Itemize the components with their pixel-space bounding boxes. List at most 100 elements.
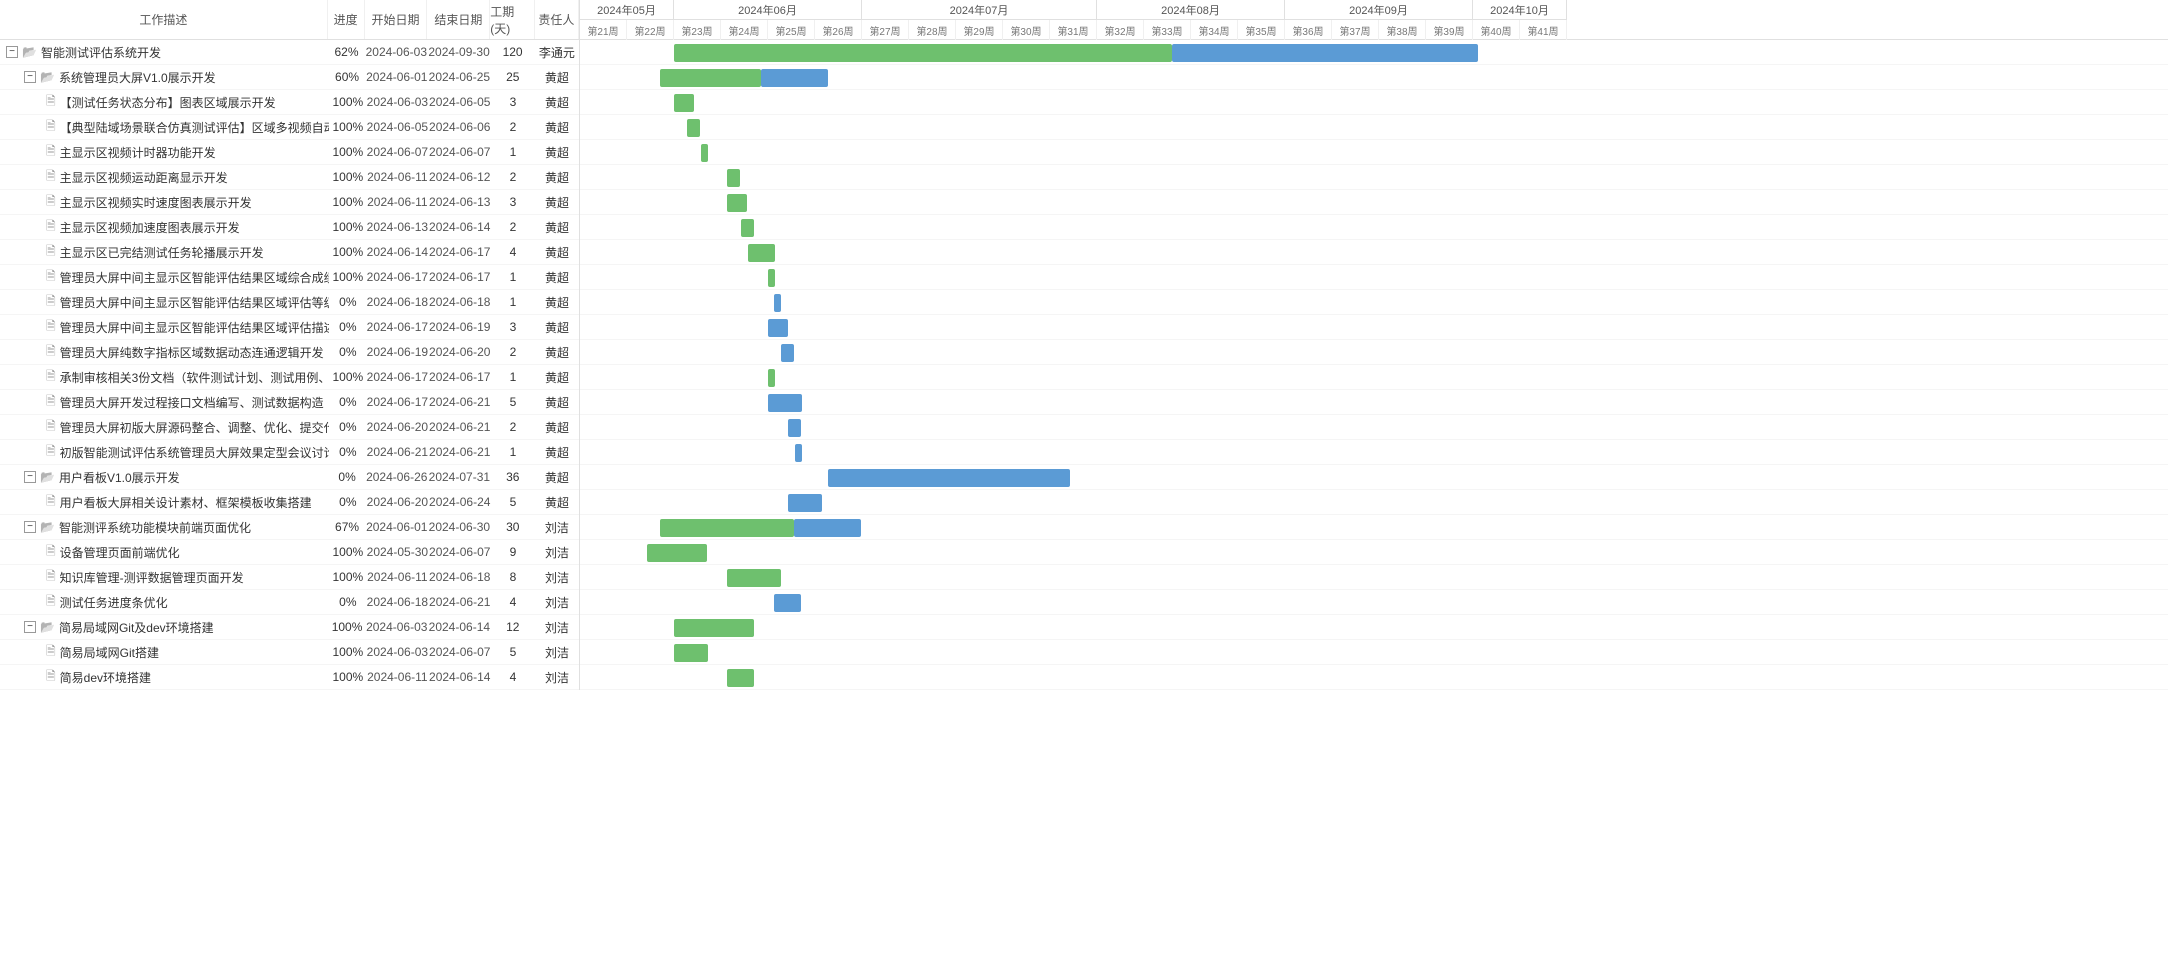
gantt-bar[interactable] <box>768 319 788 337</box>
duration: 9 <box>491 545 535 559</box>
gantt-row <box>580 640 2168 665</box>
task-row[interactable]: 简易局域网Git搭建100%2024-06-032024-06-075刘洁 <box>0 640 579 665</box>
progress: 100% <box>329 645 366 659</box>
task-row[interactable]: 知识库管理-测评数据管理页面开发100%2024-06-112024-06-18… <box>0 565 579 590</box>
gantt-row <box>580 190 2168 215</box>
task-row[interactable]: −系统管理员大屏V1.0展示开发60%2024-06-012024-06-252… <box>0 65 579 90</box>
file-icon <box>46 392 60 413</box>
task-name: 管理员大屏中间主显示区智能评估结果区域综合成绩数据动态连通逻辑开 <box>60 269 330 286</box>
gantt-bar[interactable] <box>741 219 754 237</box>
collapse-toggle[interactable]: − <box>24 621 36 633</box>
gantt-bar[interactable] <box>761 69 828 87</box>
end-date: 2024-06-21 <box>429 395 491 409</box>
gantt-bar[interactable] <box>674 644 708 662</box>
file-icon <box>46 217 60 238</box>
gantt-bar[interactable] <box>774 594 801 612</box>
progress: 100% <box>329 620 366 634</box>
task-name: 管理员大屏开发过程接口文档编写、测试数据构造 <box>60 394 324 411</box>
task-name: 主显示区已完结测试任务轮播展示开发 <box>60 244 264 261</box>
task-row[interactable]: 主显示区已完结测试任务轮播展示开发100%2024-06-142024-06-1… <box>0 240 579 265</box>
start-date: 2024-06-17 <box>366 370 428 384</box>
gantt-bar[interactable] <box>748 244 775 262</box>
gantt-bar[interactable] <box>768 394 802 412</box>
owner: 刘洁 <box>535 669 579 686</box>
gantt-row <box>580 215 2168 240</box>
owner: 黄超 <box>535 294 579 311</box>
task-name: 【典型陆域场景联合仿真测试评估】区域多视频自动切换、循环播放展示 <box>60 119 330 136</box>
gantt-bar[interactable] <box>795 444 802 462</box>
gantt-bar[interactable] <box>727 669 754 687</box>
gantt-bar[interactable] <box>647 544 707 562</box>
start-date: 2024-06-19 <box>366 345 428 359</box>
task-row[interactable]: 管理员大屏中间主显示区智能评估结果区域综合成绩数据动态连通逻辑开100%2024… <box>0 265 579 290</box>
progress: 100% <box>329 570 366 584</box>
gantt-bar[interactable] <box>768 269 775 287</box>
gantt-bar[interactable] <box>774 294 781 312</box>
task-row[interactable]: 主显示区视频计时器功能开发100%2024-06-072024-06-071黄超 <box>0 140 579 165</box>
gantt-bar[interactable] <box>674 44 1172 62</box>
gantt-bar[interactable] <box>674 619 754 637</box>
gantt-bar[interactable] <box>794 519 861 537</box>
gantt-bar[interactable] <box>727 569 781 587</box>
collapse-toggle[interactable]: − <box>24 521 36 533</box>
owner: 黄超 <box>535 469 579 486</box>
duration: 2 <box>491 420 535 434</box>
gantt-bar[interactable] <box>727 169 740 187</box>
task-row[interactable]: 【测试任务状态分布】图表区域展示开发100%2024-06-032024-06-… <box>0 90 579 115</box>
end-date: 2024-06-07 <box>429 145 491 159</box>
task-row[interactable]: 主显示区视频加速度图表展示开发100%2024-06-132024-06-142… <box>0 215 579 240</box>
gantt-bar[interactable] <box>781 344 794 362</box>
task-row[interactable]: 管理员大屏开发过程接口文档编写、测试数据构造0%2024-06-172024-0… <box>0 390 579 415</box>
end-date: 2024-06-24 <box>429 495 491 509</box>
collapse-toggle[interactable]: − <box>6 46 18 58</box>
gantt-bar[interactable] <box>828 469 1070 487</box>
task-row[interactable]: 用户看板大屏相关设计素材、框架模板收集搭建0%2024-06-202024-06… <box>0 490 579 515</box>
folder-icon <box>40 70 59 84</box>
owner: 黄超 <box>535 194 579 211</box>
gantt-bar[interactable] <box>1172 44 1478 62</box>
task-row[interactable]: −简易局域网Git及dev环境搭建100%2024-06-032024-06-1… <box>0 615 579 640</box>
start-date: 2024-06-18 <box>366 295 428 309</box>
gantt-bar[interactable] <box>788 419 801 437</box>
gantt-bar[interactable] <box>674 94 694 112</box>
task-row[interactable]: 【典型陆域场景联合仿真测试评估】区域多视频自动切换、循环播放展示100%2024… <box>0 115 579 140</box>
collapse-toggle[interactable]: − <box>24 71 36 83</box>
progress: 60% <box>329 70 366 84</box>
end-date: 2024-06-18 <box>429 295 491 309</box>
gantt-bar[interactable] <box>768 369 775 387</box>
gantt-bar[interactable] <box>788 494 822 512</box>
collapse-toggle[interactable]: − <box>24 471 36 483</box>
gantt-bar[interactable] <box>727 194 747 212</box>
gantt-row <box>580 290 2168 315</box>
gantt-bar[interactable] <box>701 144 708 162</box>
task-row[interactable]: −智能测评系统功能模块前端页面优化67%2024-06-012024-06-30… <box>0 515 579 540</box>
task-row[interactable]: 设备管理页面前端优化100%2024-05-302024-06-079刘洁 <box>0 540 579 565</box>
task-row[interactable]: 管理员大屏中间主显示区智能评估结果区域评估描述展示、及数据动态0%2024-06… <box>0 315 579 340</box>
gantt-row <box>580 590 2168 615</box>
task-row[interactable]: 主显示区视频运动距离显示开发100%2024-06-112024-06-122黄… <box>0 165 579 190</box>
task-row[interactable]: 初版智能测试评估系统管理员大屏效果定型会议讨论确认0%2024-06-21202… <box>0 440 579 465</box>
file-icon <box>46 117 60 138</box>
task-row[interactable]: 承制审核相关3份文档（软件测试计划、测试用例、测试报告）修订、打100%2024… <box>0 365 579 390</box>
task-row[interactable]: 简易dev环境搭建100%2024-06-112024-06-144刘洁 <box>0 665 579 690</box>
task-row[interactable]: 管理员大屏纯数字指标区域数据动态连通逻辑开发0%2024-06-192024-0… <box>0 340 579 365</box>
duration: 25 <box>491 70 535 84</box>
task-row[interactable]: 管理员大屏中间主显示区智能评估结果区域评估等级数据动态连通逻辑开0%2024-0… <box>0 290 579 315</box>
task-row[interactable]: 测试任务进度条优化0%2024-06-182024-06-214刘洁 <box>0 590 579 615</box>
gantt-row <box>580 315 2168 340</box>
gantt-bar[interactable] <box>660 69 761 87</box>
gantt-bar[interactable] <box>687 119 700 137</box>
task-row[interactable]: −用户看板V1.0展示开发0%2024-06-262024-07-3136黄超 <box>0 465 579 490</box>
task-name: 用户看板大屏相关设计素材、框架模板收集搭建 <box>60 494 312 511</box>
duration: 4 <box>491 670 535 684</box>
task-name: 主显示区视频加速度图表展示开发 <box>60 219 240 236</box>
col-start: 开始日期 <box>365 0 428 39</box>
week-header: 第27周 <box>862 20 909 40</box>
task-row[interactable]: −智能测试评估系统开发62%2024-06-032024-09-30120李通元 <box>0 40 579 65</box>
owner: 黄超 <box>535 319 579 336</box>
task-row[interactable]: 主显示区视频实时速度图表展示开发100%2024-06-112024-06-13… <box>0 190 579 215</box>
progress: 0% <box>329 345 366 359</box>
task-row[interactable]: 管理员大屏初版大屏源码整合、调整、优化、提交代码至远程仓库0%2024-06-2… <box>0 415 579 440</box>
owner: 黄超 <box>535 394 579 411</box>
gantt-bar[interactable] <box>660 519 794 537</box>
